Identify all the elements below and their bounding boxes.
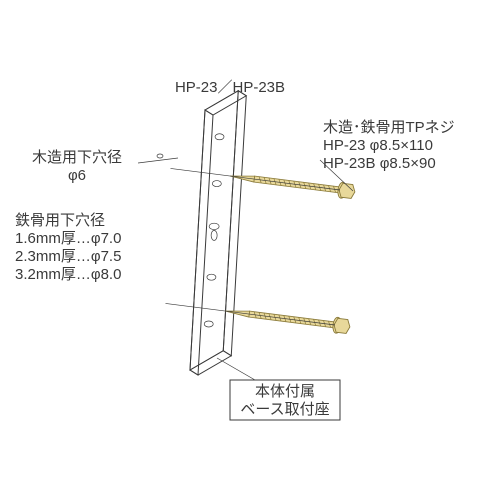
svg-text:鉄骨用下穴径: 鉄骨用下穴径: [15, 212, 105, 229]
svg-text:1.6mm厚…φ7.0: 1.6mm厚…φ7.0: [15, 230, 121, 247]
svg-text:HP-23B φ8.5×90: HP-23B φ8.5×90: [323, 155, 436, 172]
svg-text:φ6: φ6: [68, 167, 86, 184]
svg-text:3.2mm厚…φ8.0: 3.2mm厚…φ8.0: [15, 266, 121, 283]
svg-text:木造･鉄骨用TPネジ: 木造･鉄骨用TPネジ: [323, 119, 455, 136]
svg-text:本体付属: 本体付属: [255, 383, 315, 400]
svg-text:HP-23 φ8.5×110: HP-23 φ8.5×110: [323, 137, 433, 154]
svg-text:木造用下穴径: 木造用下穴径: [32, 149, 122, 166]
svg-text:2.3mm厚…φ7.5: 2.3mm厚…φ7.5: [15, 248, 121, 265]
diagram-title: HP-23／HP-23B: [175, 79, 285, 96]
svg-text:ベース取付座: ベース取付座: [240, 401, 329, 418]
